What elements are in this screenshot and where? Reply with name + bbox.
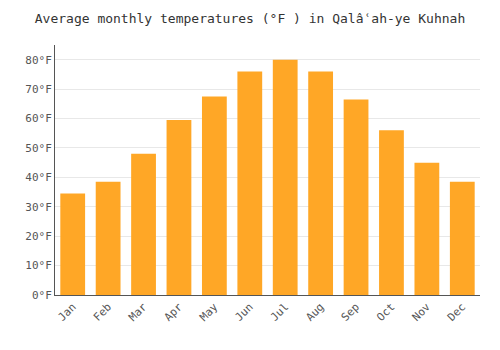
svg-text:Apr: Apr xyxy=(162,300,186,324)
svg-text:May: May xyxy=(197,300,221,324)
svg-text:20°F: 20°F xyxy=(25,230,52,243)
svg-text:Average monthly temperatures (: Average monthly temperatures (°F ) in Qa… xyxy=(35,11,465,26)
svg-text:40°F: 40°F xyxy=(25,171,52,184)
svg-text:80°F: 80°F xyxy=(25,54,52,67)
svg-text:60°F: 60°F xyxy=(25,112,52,125)
svg-text:Jul: Jul xyxy=(268,301,291,324)
svg-text:30°F: 30°F xyxy=(25,201,52,214)
svg-text:0°F: 0°F xyxy=(32,289,52,302)
svg-text:10°F: 10°F xyxy=(25,259,52,272)
svg-text:Nov: Nov xyxy=(410,300,434,324)
svg-text:Mar: Mar xyxy=(126,300,150,324)
svg-text:70°F: 70°F xyxy=(25,83,52,96)
svg-text:Jun: Jun xyxy=(233,301,256,324)
svg-text:Jan: Jan xyxy=(55,301,78,324)
svg-text:Dec: Dec xyxy=(445,301,468,324)
svg-text:Oct: Oct xyxy=(374,301,397,324)
svg-text:Sep: Sep xyxy=(339,301,362,324)
svg-text:Aug: Aug xyxy=(303,301,326,324)
svg-text:50°F: 50°F xyxy=(25,142,52,155)
svg-text:Feb: Feb xyxy=(91,301,114,324)
